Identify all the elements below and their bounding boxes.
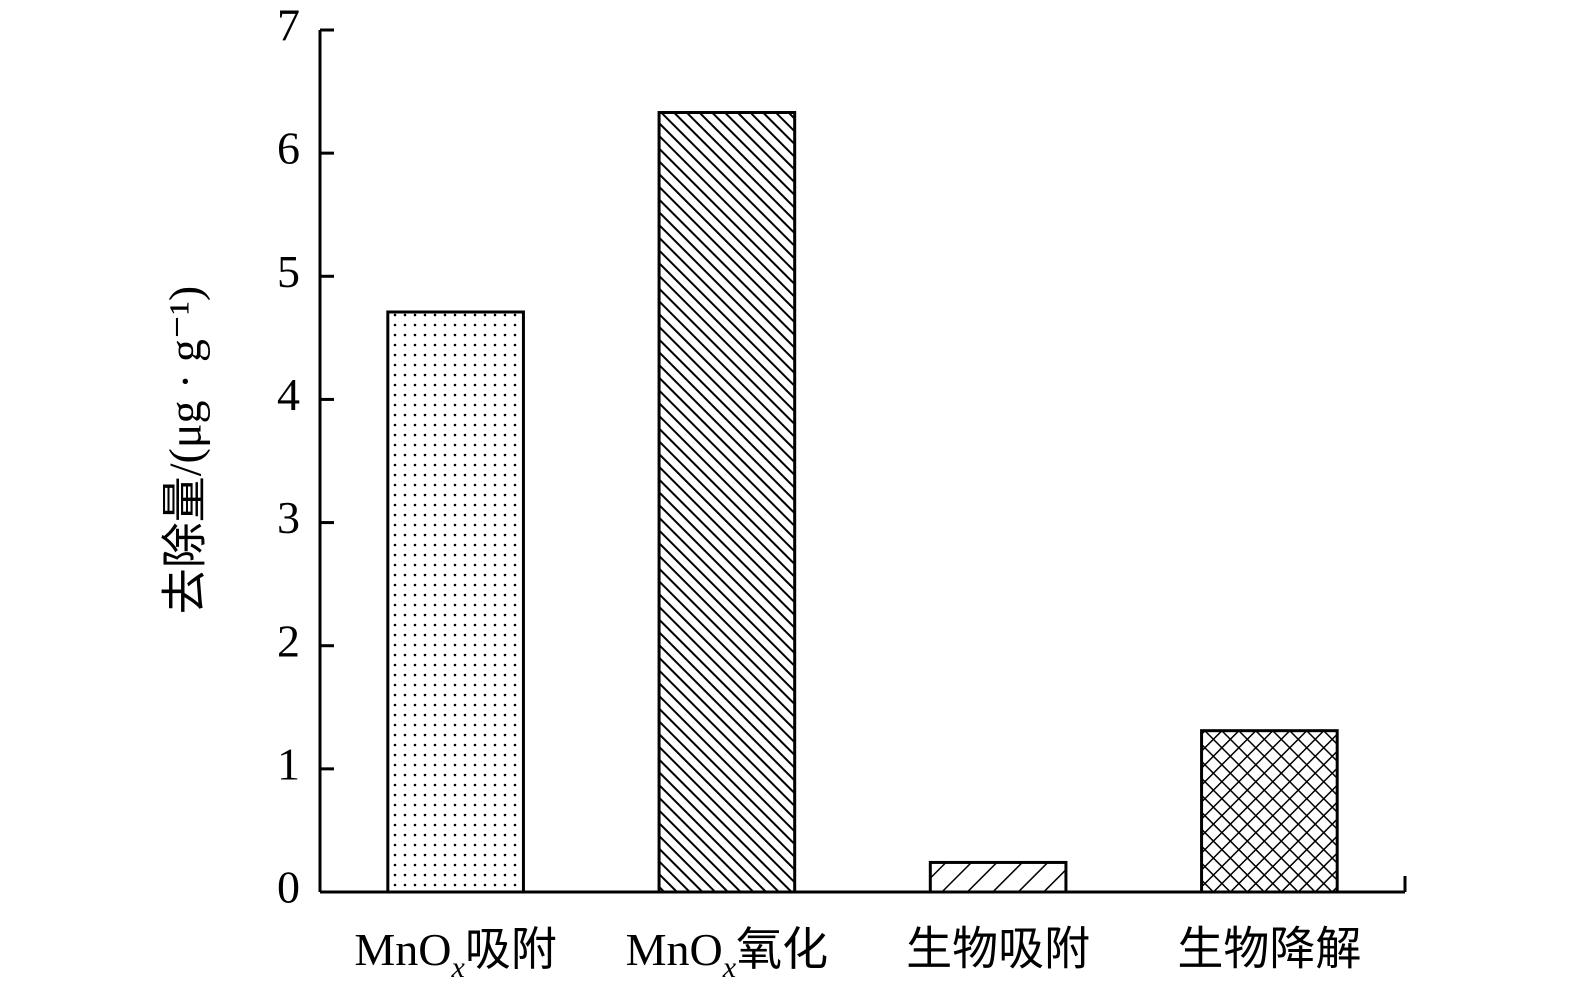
y-axis-label: 去除量/(μg · g⁻¹)	[160, 286, 211, 614]
y-tick-label: 4	[277, 369, 300, 420]
y-tick-label: 5	[277, 246, 300, 297]
bar	[657, 111, 797, 894]
bar	[928, 860, 1068, 894]
y-tick-label: 3	[277, 492, 300, 543]
x-tick-label: 生物吸附	[906, 924, 1090, 975]
bar	[386, 310, 525, 894]
y-tick-label: 0	[277, 862, 300, 913]
y-tick-label: 6	[277, 123, 300, 174]
x-tick-label: MnOx氧化	[626, 924, 828, 984]
y-tick-label: 1	[277, 738, 300, 789]
x-tick-label: 生物降解	[1177, 924, 1361, 975]
x-tick-label: MnOx吸附	[354, 924, 556, 984]
bar	[1200, 729, 1339, 894]
y-tick-label: 7	[277, 0, 300, 51]
y-tick-label: 2	[277, 615, 300, 666]
